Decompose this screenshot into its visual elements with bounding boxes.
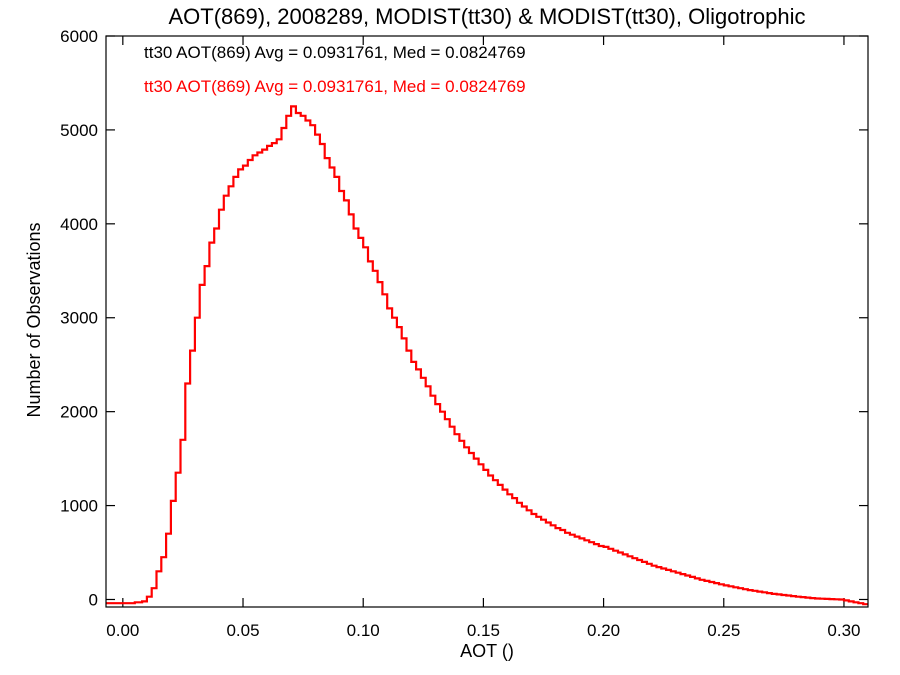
plot-frame (105, 35, 869, 608)
y-tick-label: 0 (89, 590, 98, 609)
x-tick-label: 0.20 (587, 621, 620, 640)
x-tick-label: 0.00 (106, 621, 139, 640)
y-tick-label: 2000 (60, 403, 98, 422)
x-tick-label: 0.10 (347, 621, 380, 640)
y-axis-label: Number of Observations (24, 222, 44, 417)
x-ticks: 0.00 0.05 0.10 0.15 0.20 0.25 0.30 (106, 36, 861, 640)
legend-entry-red: tt30 AOT(869) Avg = 0.0931761, Med = 0.0… (144, 77, 526, 96)
x-axis-label: AOT () (460, 641, 514, 661)
x-tick-label: 0.05 (226, 621, 259, 640)
chart-title: AOT(869), 2008289, MODIST(tt30) & MODIST… (169, 4, 806, 29)
legend-entry-black: tt30 AOT(869) Avg = 0.0931761, Med = 0.0… (144, 43, 526, 62)
x-tick-label: 0.25 (707, 621, 740, 640)
y-ticks: 0 1000 2000 3000 4000 5000 6000 (60, 27, 868, 609)
y-tick-label: 3000 (60, 309, 98, 328)
y-tick-label: 1000 (60, 497, 98, 516)
x-tick-label: 0.30 (827, 621, 860, 640)
y-tick-label: 6000 (60, 27, 98, 46)
histogram-series-line (106, 105, 868, 606)
y-tick-label: 4000 (60, 215, 98, 234)
y-tick-label: 5000 (60, 121, 98, 140)
x-tick-label: 0.15 (467, 621, 500, 640)
